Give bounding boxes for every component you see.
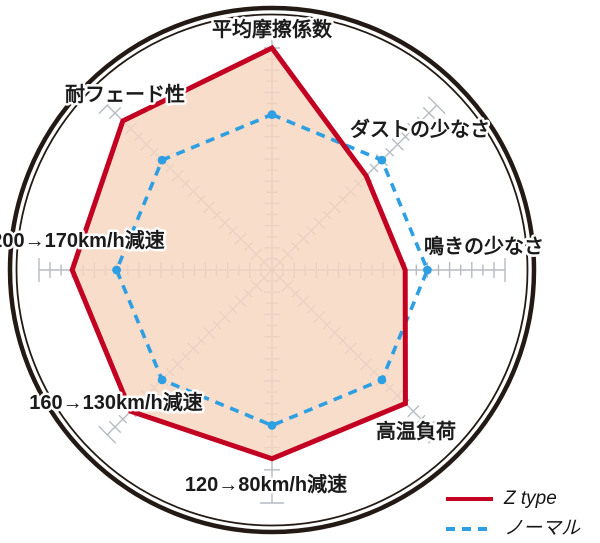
- axis-label-4: 120→80km/h減速: [185, 472, 347, 496]
- normal-vertex-dot-6: [112, 265, 121, 275]
- axis-label-1: ダストの少なさ: [350, 117, 490, 141]
- normal-label: ノーマル: [504, 518, 581, 539]
- legend-item-ztype: Z type: [446, 487, 580, 510]
- legend: Z type ノーマル: [446, 487, 580, 543]
- normal-line-swatch: [446, 526, 493, 531]
- normal-vertex-dot-7: [157, 155, 167, 165]
- axis-label-2: 鳴きの少なさ: [424, 234, 544, 258]
- axis-label-0: 平均摩擦係数: [212, 17, 333, 41]
- normal-vertex-dot-5: [157, 375, 167, 385]
- normal-vertex-dot-1: [377, 155, 387, 165]
- normal-vertex-dot-2: [423, 265, 432, 275]
- inner-ring: [15, 13, 529, 527]
- axis-label-5: 160→130km/h減速: [29, 390, 202, 414]
- ztype-fill-area: [72, 48, 406, 459]
- normal-vertex-dot-0: [267, 110, 277, 119]
- ztype-line-swatch: [446, 496, 493, 501]
- ztype-polygon: [69, 44, 408, 462]
- axis-label-7: 耐フェード性: [65, 83, 185, 106]
- legend-item-normal: ノーマル: [446, 517, 580, 540]
- normal-polygon: [114, 112, 430, 428]
- normal-vertex-dot-3: [377, 375, 387, 385]
- normal-vertex-dot-4: [267, 421, 277, 430]
- axis-label-6: 200→170km/h減速: [0, 228, 165, 252]
- ztype-label: Z type: [504, 488, 557, 509]
- axis-label-3: 高温負荷: [376, 419, 456, 443]
- outer-ring: [7, 5, 537, 535]
